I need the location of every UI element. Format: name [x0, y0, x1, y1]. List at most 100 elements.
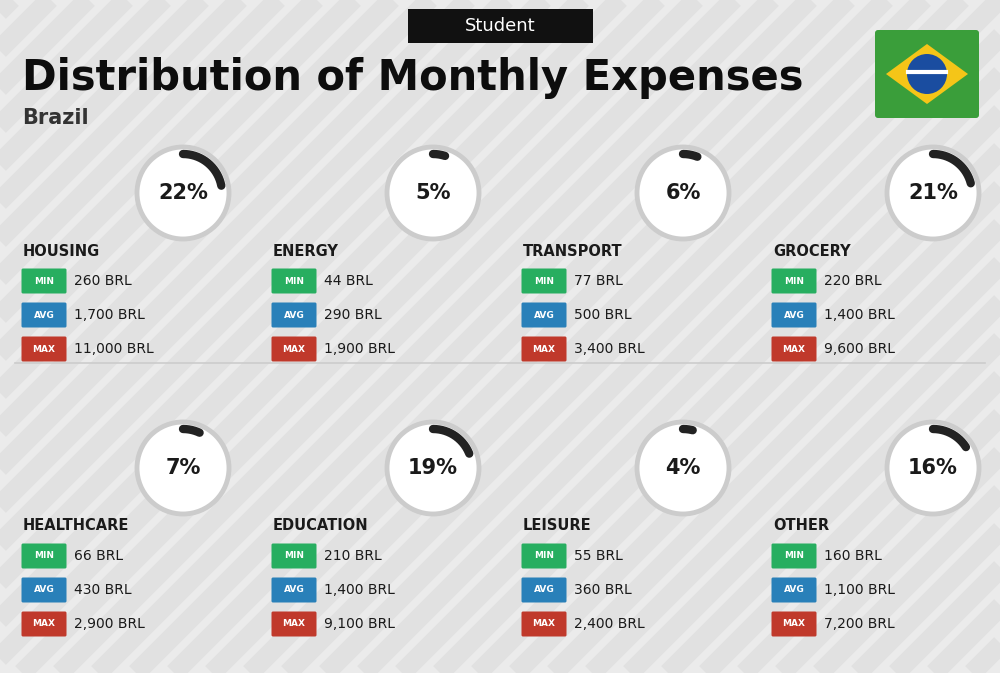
- FancyBboxPatch shape: [408, 9, 592, 43]
- Text: MIN: MIN: [784, 551, 804, 561]
- Text: MIN: MIN: [284, 551, 304, 561]
- Text: 360 BRL: 360 BRL: [574, 583, 632, 597]
- Text: LEISURE: LEISURE: [523, 518, 592, 534]
- Circle shape: [637, 147, 729, 239]
- FancyBboxPatch shape: [272, 336, 316, 361]
- Text: TRANSPORT: TRANSPORT: [523, 244, 623, 258]
- FancyBboxPatch shape: [22, 269, 66, 293]
- FancyBboxPatch shape: [22, 577, 66, 602]
- Text: Distribution of Monthly Expenses: Distribution of Monthly Expenses: [22, 57, 804, 99]
- Circle shape: [137, 147, 229, 239]
- Circle shape: [907, 54, 947, 94]
- Text: 19%: 19%: [408, 458, 458, 478]
- Circle shape: [887, 422, 979, 514]
- FancyBboxPatch shape: [522, 302, 566, 328]
- FancyBboxPatch shape: [22, 302, 66, 328]
- Text: AVG: AVG: [784, 586, 804, 594]
- Circle shape: [887, 147, 979, 239]
- Text: 260 BRL: 260 BRL: [74, 274, 132, 288]
- Text: MAX: MAX: [782, 345, 806, 353]
- FancyBboxPatch shape: [272, 302, 316, 328]
- Text: 9,600 BRL: 9,600 BRL: [824, 342, 895, 356]
- Text: 7%: 7%: [165, 458, 201, 478]
- Text: 2,400 BRL: 2,400 BRL: [574, 617, 645, 631]
- Text: 1,900 BRL: 1,900 BRL: [324, 342, 395, 356]
- Text: OTHER: OTHER: [773, 518, 829, 534]
- Circle shape: [637, 422, 729, 514]
- Text: 66 BRL: 66 BRL: [74, 549, 123, 563]
- Text: MAX: MAX: [32, 345, 56, 353]
- Text: HOUSING: HOUSING: [23, 244, 100, 258]
- FancyBboxPatch shape: [772, 612, 816, 637]
- Text: 2,900 BRL: 2,900 BRL: [74, 617, 145, 631]
- Text: AVG: AVG: [534, 586, 554, 594]
- FancyBboxPatch shape: [272, 612, 316, 637]
- FancyBboxPatch shape: [522, 612, 566, 637]
- Text: AVG: AVG: [34, 310, 54, 320]
- Text: MIN: MIN: [534, 551, 554, 561]
- Text: MIN: MIN: [34, 551, 54, 561]
- Text: MIN: MIN: [534, 277, 554, 285]
- FancyBboxPatch shape: [272, 269, 316, 293]
- Text: 6%: 6%: [665, 183, 701, 203]
- Text: MIN: MIN: [784, 277, 804, 285]
- Text: 44 BRL: 44 BRL: [324, 274, 373, 288]
- Text: MAX: MAX: [32, 620, 56, 629]
- FancyBboxPatch shape: [772, 302, 816, 328]
- Text: 160 BRL: 160 BRL: [824, 549, 882, 563]
- Circle shape: [387, 422, 479, 514]
- Text: 55 BRL: 55 BRL: [574, 549, 623, 563]
- Polygon shape: [886, 44, 968, 104]
- Text: Student: Student: [465, 17, 535, 35]
- FancyBboxPatch shape: [522, 544, 566, 569]
- Text: AVG: AVG: [784, 310, 804, 320]
- Circle shape: [137, 422, 229, 514]
- Text: 7,200 BRL: 7,200 BRL: [824, 617, 895, 631]
- FancyBboxPatch shape: [522, 577, 566, 602]
- Text: 22%: 22%: [158, 183, 208, 203]
- Text: GROCERY: GROCERY: [773, 244, 851, 258]
- FancyBboxPatch shape: [875, 30, 979, 118]
- Text: MAX: MAX: [532, 345, 556, 353]
- FancyBboxPatch shape: [22, 336, 66, 361]
- Circle shape: [387, 147, 479, 239]
- Text: MAX: MAX: [782, 620, 806, 629]
- Text: 500 BRL: 500 BRL: [574, 308, 632, 322]
- FancyBboxPatch shape: [522, 336, 566, 361]
- Text: 210 BRL: 210 BRL: [324, 549, 382, 563]
- FancyBboxPatch shape: [772, 577, 816, 602]
- Text: 220 BRL: 220 BRL: [824, 274, 882, 288]
- Text: MAX: MAX: [532, 620, 556, 629]
- Text: 1,400 BRL: 1,400 BRL: [324, 583, 395, 597]
- Text: MAX: MAX: [283, 620, 306, 629]
- Text: MIN: MIN: [34, 277, 54, 285]
- FancyBboxPatch shape: [772, 544, 816, 569]
- Text: AVG: AVG: [534, 310, 554, 320]
- FancyBboxPatch shape: [22, 544, 66, 569]
- FancyBboxPatch shape: [772, 269, 816, 293]
- Text: MAX: MAX: [283, 345, 306, 353]
- Text: MIN: MIN: [284, 277, 304, 285]
- Text: 1,100 BRL: 1,100 BRL: [824, 583, 895, 597]
- FancyBboxPatch shape: [522, 269, 566, 293]
- Text: 5%: 5%: [415, 183, 451, 203]
- Text: HEALTHCARE: HEALTHCARE: [23, 518, 129, 534]
- Text: 11,000 BRL: 11,000 BRL: [74, 342, 154, 356]
- Text: 21%: 21%: [908, 183, 958, 203]
- Text: 4%: 4%: [665, 458, 701, 478]
- FancyBboxPatch shape: [22, 612, 66, 637]
- Text: 430 BRL: 430 BRL: [74, 583, 132, 597]
- Text: Brazil: Brazil: [22, 108, 89, 128]
- FancyBboxPatch shape: [272, 544, 316, 569]
- Text: 9,100 BRL: 9,100 BRL: [324, 617, 395, 631]
- Text: 77 BRL: 77 BRL: [574, 274, 623, 288]
- Text: 3,400 BRL: 3,400 BRL: [574, 342, 645, 356]
- Text: 1,700 BRL: 1,700 BRL: [74, 308, 145, 322]
- Text: ENERGY: ENERGY: [273, 244, 339, 258]
- FancyBboxPatch shape: [772, 336, 816, 361]
- Text: AVG: AVG: [34, 586, 54, 594]
- Text: 290 BRL: 290 BRL: [324, 308, 382, 322]
- Text: 1,400 BRL: 1,400 BRL: [824, 308, 895, 322]
- Text: EDUCATION: EDUCATION: [273, 518, 369, 534]
- Text: AVG: AVG: [284, 310, 304, 320]
